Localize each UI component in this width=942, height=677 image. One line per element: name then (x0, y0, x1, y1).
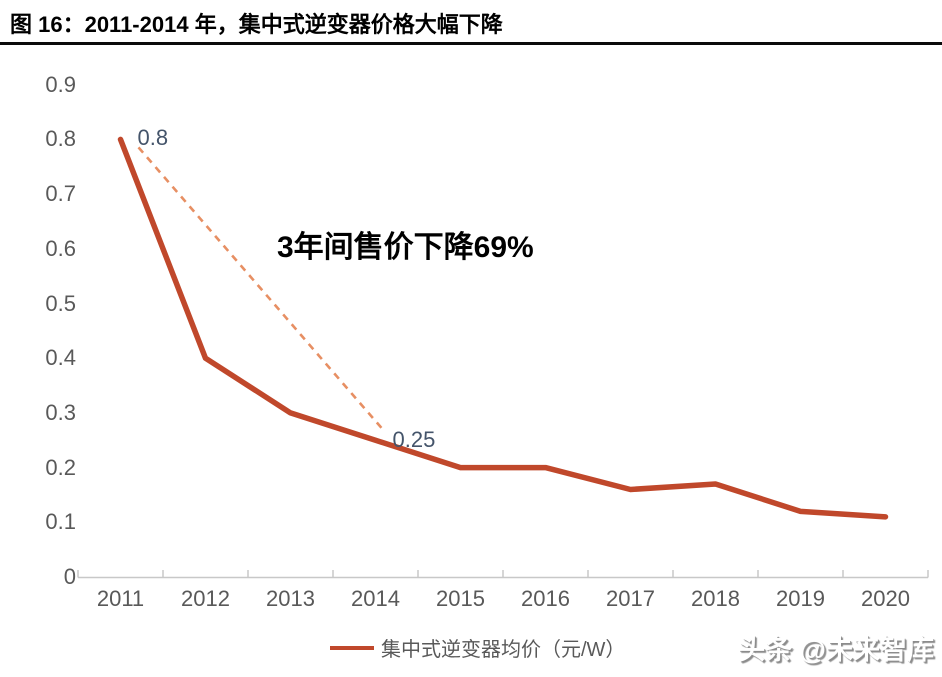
x-axis-label: 2011 (96, 586, 145, 611)
y-axis-label: 0.4 (45, 345, 76, 371)
price-drop-annotation: 3年间售价下降69% (277, 231, 534, 264)
x-axis-label: 2018 (691, 586, 740, 611)
y-axis-label: 0 (63, 564, 76, 589)
x-axis-label: 2017 (606, 586, 655, 611)
y-axis-label: 0.5 (45, 290, 76, 316)
data-label: 0.25 (392, 427, 436, 453)
legend-line-icon (330, 645, 374, 650)
y-axis-label: 0.1 (45, 509, 76, 535)
watermark-text: 头条 @未来智库 (738, 635, 934, 665)
chart-legend: 集中式逆变器均价（元/W） (330, 633, 625, 662)
price-series-line (117, 136, 889, 520)
y-axis-label: 0.2 (45, 454, 76, 480)
title-underline (0, 42, 942, 45)
data-label: 0.8 (137, 125, 169, 151)
x-axis-label: 2020 (861, 586, 910, 611)
x-axis-label: 2013 (266, 586, 315, 611)
x-axis-label: 2015 (436, 586, 485, 611)
y-axis-label: 0.7 (45, 181, 76, 207)
y-axis-label: 0.9 (45, 71, 76, 97)
y-axis-label: 0.6 (45, 235, 76, 261)
legend-series-label: 集中式逆变器均价（元/W） (381, 639, 626, 661)
y-axis-label: 0.3 (45, 399, 76, 425)
x-axis-label: 2014 (351, 586, 400, 611)
trend-dashed-line (137, 146, 385, 432)
figure-title: 图 16：2011-2014 年，集中式逆变器价格大幅下降 (10, 12, 503, 37)
y-axis-label: 0.8 (45, 126, 76, 152)
x-axis-label: 2019 (776, 586, 825, 611)
x-axis-label: 2012 (181, 586, 230, 611)
x-axis-label: 2016 (521, 586, 570, 611)
